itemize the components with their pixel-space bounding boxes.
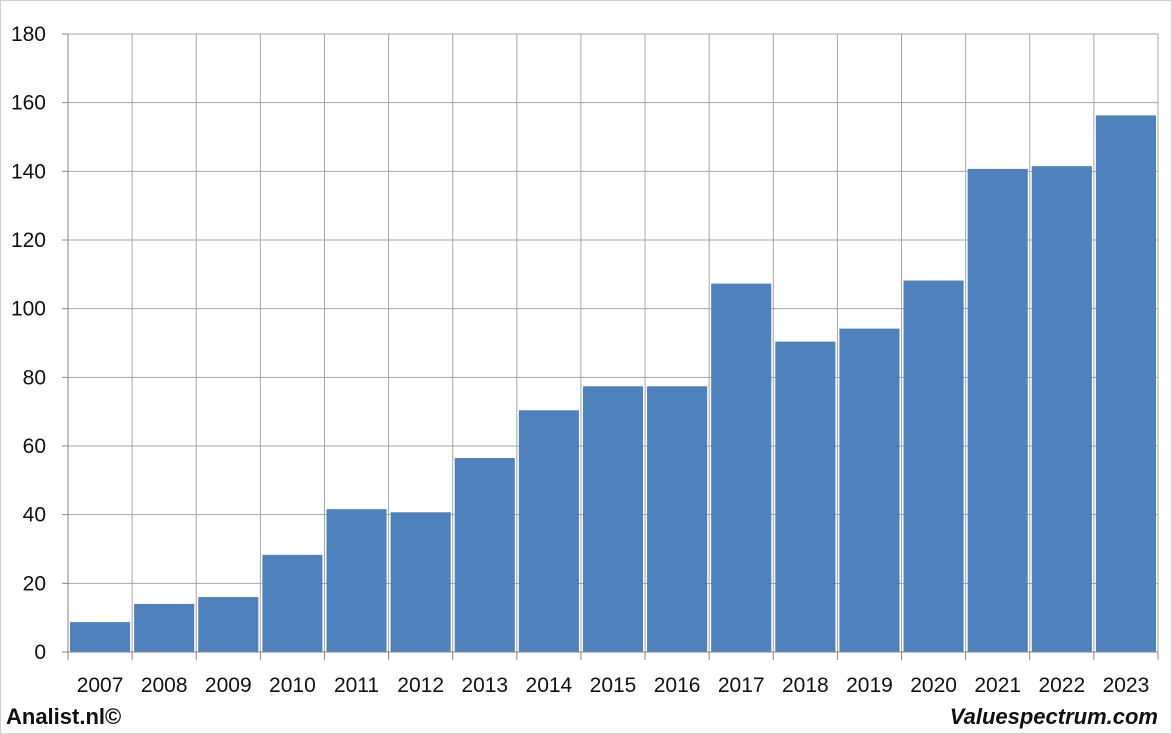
x-tick-label: 2011	[334, 674, 379, 697]
bar-2016	[647, 386, 708, 652]
x-tick-label: 2022	[1038, 674, 1085, 697]
x-tick-label: 2016	[654, 674, 701, 697]
bar-2018	[775, 341, 836, 652]
y-tick-label: 180	[11, 23, 46, 46]
y-tick-label: 160	[11, 92, 46, 115]
y-tick-label: 80	[23, 366, 46, 389]
x-tick-label: 2017	[718, 674, 765, 697]
tick-labels: 0 20 40 60 80 100 120 140 160 180 2007 2008 2009 2010…	[11, 23, 1149, 697]
bar-2020	[903, 280, 964, 652]
y-tick-label: 100	[11, 298, 46, 321]
bar-2012	[390, 512, 451, 652]
x-tick-label: 2007	[77, 674, 124, 697]
y-tick-label: 40	[23, 504, 46, 527]
footer-right-credit: Valuespectrum.com	[950, 704, 1158, 729]
y-tick-label: 140	[11, 160, 46, 183]
y-tick-label: 20	[23, 572, 46, 595]
x-tick-label: 2014	[526, 674, 573, 697]
x-tick-label: 2013	[461, 674, 508, 697]
y-tick-label: 0	[34, 641, 46, 664]
axes	[62, 33, 1159, 660]
bar-2008	[134, 603, 195, 652]
x-tick-label: 2023	[1103, 674, 1150, 697]
x-tick-label: 2010	[269, 674, 316, 697]
bar-2013	[454, 458, 515, 652]
bar-2023	[1095, 115, 1156, 653]
x-tick-label: 2009	[205, 674, 252, 697]
bar-2017	[711, 283, 772, 652]
bar-2022	[1031, 166, 1092, 652]
bar-2015	[582, 386, 644, 652]
x-tick-label: 2015	[590, 674, 637, 697]
bars	[70, 115, 1156, 653]
x-tick-label: 2018	[782, 674, 829, 697]
bar-2011	[326, 509, 387, 652]
bar-2014	[518, 410, 579, 652]
bar-2007	[70, 622, 131, 652]
bar-2009	[198, 597, 259, 652]
bar-2021	[967, 168, 1028, 652]
x-tick-label: 2012	[397, 674, 444, 697]
footer-left-credit: Analist.nl©	[6, 704, 121, 729]
x-tick-label: 2020	[910, 674, 957, 697]
bar-2019	[839, 328, 900, 652]
x-tick-label: 2008	[141, 674, 188, 697]
x-tick-label: 2021	[974, 674, 1021, 697]
x-tick-label: 2019	[846, 674, 893, 697]
y-tick-label: 60	[23, 435, 46, 458]
y-tick-label: 120	[11, 229, 46, 252]
bar-2010	[262, 554, 323, 652]
